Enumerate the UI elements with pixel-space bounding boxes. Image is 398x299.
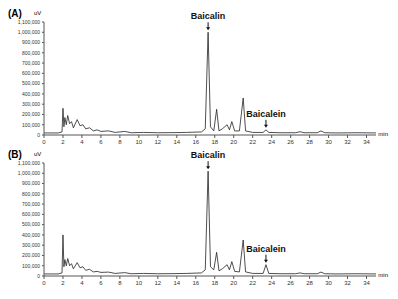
svg-text:400,000: 400,000 bbox=[22, 232, 40, 238]
svg-text:16: 16 bbox=[192, 280, 199, 286]
svg-text:500,000: 500,000 bbox=[22, 221, 40, 227]
svg-text:6: 6 bbox=[99, 280, 103, 286]
svg-text:32: 32 bbox=[344, 139, 351, 145]
svg-text:0: 0 bbox=[37, 273, 40, 279]
svg-text:700,000: 700,000 bbox=[22, 201, 40, 207]
svg-text:18: 18 bbox=[211, 280, 218, 286]
html-text:(B): (B) bbox=[8, 149, 22, 160]
svg-text:16: 16 bbox=[192, 139, 199, 145]
svg-text:24: 24 bbox=[268, 139, 275, 145]
svg-text:Baicalein: Baicalein bbox=[246, 109, 286, 119]
svg-text:1,000,000: 1,000,000 bbox=[18, 29, 40, 35]
svg-text:Baicalin: Baicalin bbox=[191, 150, 226, 160]
svg-text:900,000: 900,000 bbox=[22, 39, 40, 45]
svg-text:6: 6 bbox=[99, 139, 103, 145]
svg-text:0: 0 bbox=[42, 139, 46, 145]
svg-text:8: 8 bbox=[118, 139, 122, 145]
svg-text:100,000: 100,000 bbox=[22, 263, 40, 269]
svg-text:800,000: 800,000 bbox=[22, 50, 40, 56]
svg-text:26: 26 bbox=[287, 139, 294, 145]
svg-text:300,000: 300,000 bbox=[22, 101, 40, 107]
svg-text:12: 12 bbox=[154, 139, 161, 145]
svg-text:100,000: 100,000 bbox=[22, 122, 40, 128]
svg-text:12: 12 bbox=[154, 280, 161, 286]
html-text:min: min bbox=[378, 272, 388, 278]
svg-text:30: 30 bbox=[325, 280, 332, 286]
svg-text:30: 30 bbox=[325, 139, 332, 145]
svg-text:4: 4 bbox=[80, 139, 84, 145]
svg-text:400,000: 400,000 bbox=[22, 91, 40, 97]
svg-text:34: 34 bbox=[363, 280, 370, 286]
svg-text:4: 4 bbox=[80, 280, 84, 286]
svg-text:32: 32 bbox=[344, 280, 351, 286]
svg-text:10: 10 bbox=[136, 139, 143, 145]
html-text:(A): (A) bbox=[8, 8, 22, 19]
svg-text:0: 0 bbox=[37, 132, 40, 138]
svg-text:200,000: 200,000 bbox=[22, 252, 40, 258]
svg-text:20: 20 bbox=[230, 139, 237, 145]
svg-text:20: 20 bbox=[230, 280, 237, 286]
svg-text:8: 8 bbox=[118, 280, 122, 286]
svg-text:1,000,000: 1,000,000 bbox=[18, 170, 40, 176]
svg-text:600,000: 600,000 bbox=[22, 70, 40, 76]
svg-text:800,000: 800,000 bbox=[22, 191, 40, 197]
svg-text:22: 22 bbox=[249, 280, 256, 286]
svg-text:600,000: 600,000 bbox=[22, 211, 40, 217]
svg-text:700,000: 700,000 bbox=[22, 60, 40, 66]
svg-text:28: 28 bbox=[306, 139, 313, 145]
svg-text:200,000: 200,000 bbox=[22, 111, 40, 117]
svg-text:Baicalin: Baicalin bbox=[191, 11, 226, 21]
svg-text:14: 14 bbox=[173, 139, 180, 145]
svg-text:1,100,000: 1,100,000 bbox=[18, 160, 40, 166]
svg-text:1,100,000: 1,100,000 bbox=[18, 19, 40, 25]
html-text:uV: uV bbox=[34, 10, 42, 16]
svg-text:Baicalein: Baicalein bbox=[246, 244, 286, 254]
svg-text:34: 34 bbox=[363, 139, 370, 145]
svg-text:18: 18 bbox=[211, 139, 218, 145]
svg-text:0: 0 bbox=[42, 280, 46, 286]
html-text:uV: uV bbox=[34, 151, 42, 157]
svg-text:10: 10 bbox=[136, 280, 143, 286]
svg-text:2: 2 bbox=[61, 280, 65, 286]
svg-text:28: 28 bbox=[306, 280, 313, 286]
svg-text:24: 24 bbox=[268, 280, 275, 286]
svg-text:26: 26 bbox=[287, 280, 294, 286]
svg-text:2: 2 bbox=[61, 139, 65, 145]
svg-text:500,000: 500,000 bbox=[22, 80, 40, 86]
svg-text:900,000: 900,000 bbox=[22, 180, 40, 186]
html-text:min: min bbox=[378, 131, 388, 137]
svg-text:14: 14 bbox=[173, 280, 180, 286]
svg-text:22: 22 bbox=[249, 139, 256, 145]
svg-text:300,000: 300,000 bbox=[22, 242, 40, 248]
